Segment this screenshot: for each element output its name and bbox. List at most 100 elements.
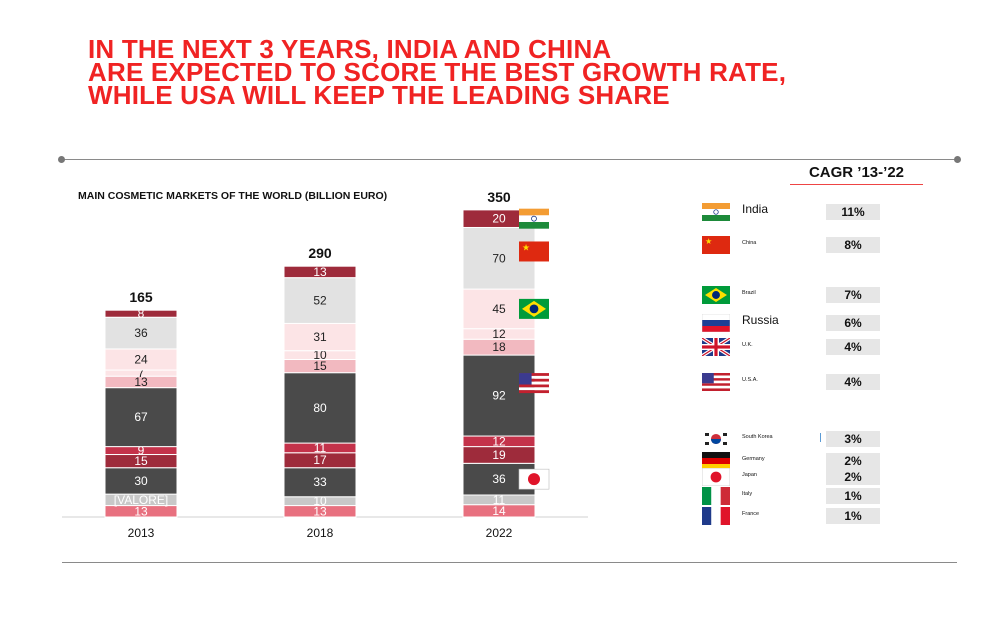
italy-flag — [702, 487, 730, 505]
cagr-value: 2% — [826, 453, 880, 469]
top-divider — [62, 159, 957, 160]
uk-flag — [702, 338, 730, 356]
france-flag — [702, 507, 730, 525]
cagr-value: 7% — [826, 287, 880, 303]
china-flag: ★ — [702, 236, 730, 254]
bar-segment-label: 10 — [313, 494, 327, 508]
cursor-mark — [820, 433, 821, 442]
bar-segment-label: 36 — [134, 326, 148, 340]
bar-segment-label: 24 — [134, 352, 148, 366]
headline-line: IN THE NEXT 3 YEARS, INDIA AND CHINA — [88, 34, 612, 64]
bar-segment-label: 30 — [134, 474, 148, 488]
bar-segment-label: 12 — [492, 434, 506, 448]
bar-segment-japan-2018 — [283, 467, 357, 498]
x-tick-label: 2022 — [486, 526, 513, 540]
south-korea-flag — [702, 430, 730, 448]
bar-segment-u-s-a--2013 — [104, 387, 178, 448]
cagr-country-name: Russia — [742, 313, 779, 327]
brazil-flag — [702, 286, 730, 304]
cagr-row: Italy 1% — [700, 486, 890, 506]
bar-segment-india-2018 — [283, 265, 357, 279]
bar-total-label: 350 — [487, 189, 511, 205]
chart-title: MAIN COSMETIC MARKETS OF THE WORLD (BILL… — [78, 190, 388, 202]
uk-flag — [702, 338, 730, 356]
cagr-country-name: Japan — [742, 472, 757, 478]
bar-segment-label: [VALORE] — [114, 493, 168, 507]
cagr-country-name: U.S.A. — [742, 377, 758, 383]
cagr-row: Russia 6% — [700, 313, 890, 333]
svg-text:★: ★ — [705, 236, 712, 246]
bar-segment-u-s-a--2018 — [283, 372, 357, 444]
germany-flag — [702, 452, 730, 470]
cagr-row: South Korea 3% — [700, 429, 890, 449]
bar-segment-label: 52 — [313, 294, 327, 308]
china-flag: ★ — [519, 241, 549, 262]
bar-segment-label: 15 — [313, 359, 327, 373]
russia-flag — [702, 314, 730, 332]
bar-segment-label: 13 — [313, 265, 327, 279]
bar-segment-label: 10 — [313, 348, 327, 362]
south-korea-flag — [702, 430, 730, 448]
cagr-row: ★ China 8% — [700, 235, 890, 255]
x-tick-label: 2018 — [307, 526, 334, 540]
cagr-value: 8% — [826, 237, 880, 253]
usa-flag — [519, 373, 549, 394]
bar-segment-label: 19 — [492, 448, 506, 462]
bar-segment-label: 17 — [313, 453, 327, 467]
cagr-row: Brazil 7% — [700, 285, 890, 305]
germany-flag — [702, 452, 730, 470]
france-flag — [702, 507, 730, 525]
china-flag: ★ — [702, 236, 730, 254]
italy-flag — [702, 487, 730, 505]
brazil-flag — [519, 298, 549, 319]
x-tick-label: 2013 — [128, 526, 155, 540]
cagr-country-name: U.K. — [742, 342, 753, 348]
india-flag — [702, 203, 730, 221]
cagr-value: 11% — [826, 204, 880, 220]
svg-text:★: ★ — [522, 243, 530, 253]
bottom-divider — [62, 562, 957, 563]
india-flag — [702, 203, 730, 221]
cagr-value: 1% — [826, 488, 880, 504]
cagr-row: U.S.A. 4% — [700, 372, 890, 392]
bar-segment-label: 20 — [492, 212, 506, 226]
cagr-country-name: Germany — [742, 456, 765, 462]
bar-segment-label: 18 — [492, 340, 506, 354]
usa-flag — [702, 373, 730, 391]
bar-segment-label: 45 — [492, 302, 506, 316]
cagr-country-name: South Korea — [742, 434, 773, 440]
bar-segment-label: 67 — [134, 410, 148, 424]
bar-segment-india-2013 — [104, 309, 178, 318]
usa-flag — [702, 373, 730, 391]
cagr-value: 2% — [826, 469, 880, 485]
bar-segment-label: 36 — [492, 472, 506, 486]
bar-segment-label: 13 — [313, 504, 327, 518]
bar-segment-label: 11 — [314, 441, 327, 455]
cagr-row: Japan 2% — [700, 467, 890, 487]
cagr-underline — [790, 184, 923, 185]
cagr-row: U.K. 4% — [700, 337, 890, 357]
bar-segment-label: 7 — [138, 366, 145, 380]
bar-segment-label: 9 — [138, 444, 145, 458]
cagr-value: 1% — [826, 508, 880, 524]
russia-flag — [702, 314, 730, 332]
cagr-value: 4% — [826, 374, 880, 390]
bar-segment-label: 11 — [493, 493, 506, 507]
bar-segment-label: 14 — [492, 504, 506, 518]
bar-segment-brazil-2018 — [283, 322, 357, 352]
cagr-country-name: France — [742, 511, 760, 517]
bar-segment-label: 13 — [134, 504, 148, 518]
divider-dot-right — [954, 156, 961, 163]
cagr-title: CAGR ’13-’22 — [808, 164, 905, 181]
headline: IN THE NEXT 3 YEARS, INDIA AND CHINA ARE… — [88, 34, 787, 108]
bar-segment-label: 33 — [313, 475, 327, 489]
brazil-flag — [702, 286, 730, 304]
cagr-country-name: India — [742, 202, 769, 216]
divider-dot-left — [58, 156, 65, 163]
bar-total-label: 290 — [308, 245, 332, 261]
headline-line: ARE EXPECTED TO SCORE THE BEST GROWTH RA… — [88, 57, 787, 87]
bar-segment-label: 70 — [492, 251, 506, 265]
bar-segment-label: 15 — [134, 454, 148, 468]
cagr-country-name: Brazil — [742, 290, 756, 296]
